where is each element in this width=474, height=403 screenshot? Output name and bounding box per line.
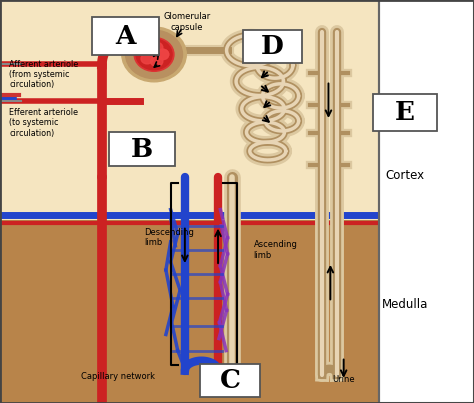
Bar [379, 0, 474, 403]
Circle shape [122, 27, 186, 82]
Circle shape [156, 49, 169, 60]
Bar [0, 220, 474, 403]
FancyBboxPatch shape [109, 132, 175, 166]
FancyBboxPatch shape [200, 364, 259, 397]
FancyBboxPatch shape [243, 30, 302, 63]
FancyBboxPatch shape [373, 94, 437, 131]
Text: E: E [395, 100, 415, 125]
Text: Glomerular
capsule: Glomerular capsule [164, 12, 211, 32]
Text: A: A [115, 24, 136, 49]
Text: Ascending
limb: Ascending limb [254, 240, 298, 260]
Text: Capillary network: Capillary network [81, 372, 155, 381]
Text: Afferent arteriole
(from systemic
circulation): Afferent arteriole (from systemic circul… [9, 60, 79, 89]
Circle shape [141, 54, 153, 64]
Text: D: D [261, 34, 284, 59]
Circle shape [126, 30, 182, 79]
Circle shape [141, 45, 153, 55]
Text: C: C [219, 368, 240, 393]
Bar [0, 0, 474, 220]
Text: Descending
limb: Descending limb [145, 228, 194, 247]
Circle shape [151, 56, 163, 66]
Text: B: B [131, 137, 153, 162]
FancyBboxPatch shape [92, 17, 159, 55]
Text: Urine: Urine [332, 375, 355, 384]
Circle shape [134, 37, 174, 71]
Text: Cortex: Cortex [386, 169, 425, 182]
Circle shape [156, 49, 169, 60]
Circle shape [151, 42, 163, 53]
Text: Medulla: Medulla [382, 298, 428, 311]
Text: Efferent arteriole
(to systemic
circulation): Efferent arteriole (to systemic circulat… [9, 108, 79, 138]
Circle shape [136, 39, 172, 70]
